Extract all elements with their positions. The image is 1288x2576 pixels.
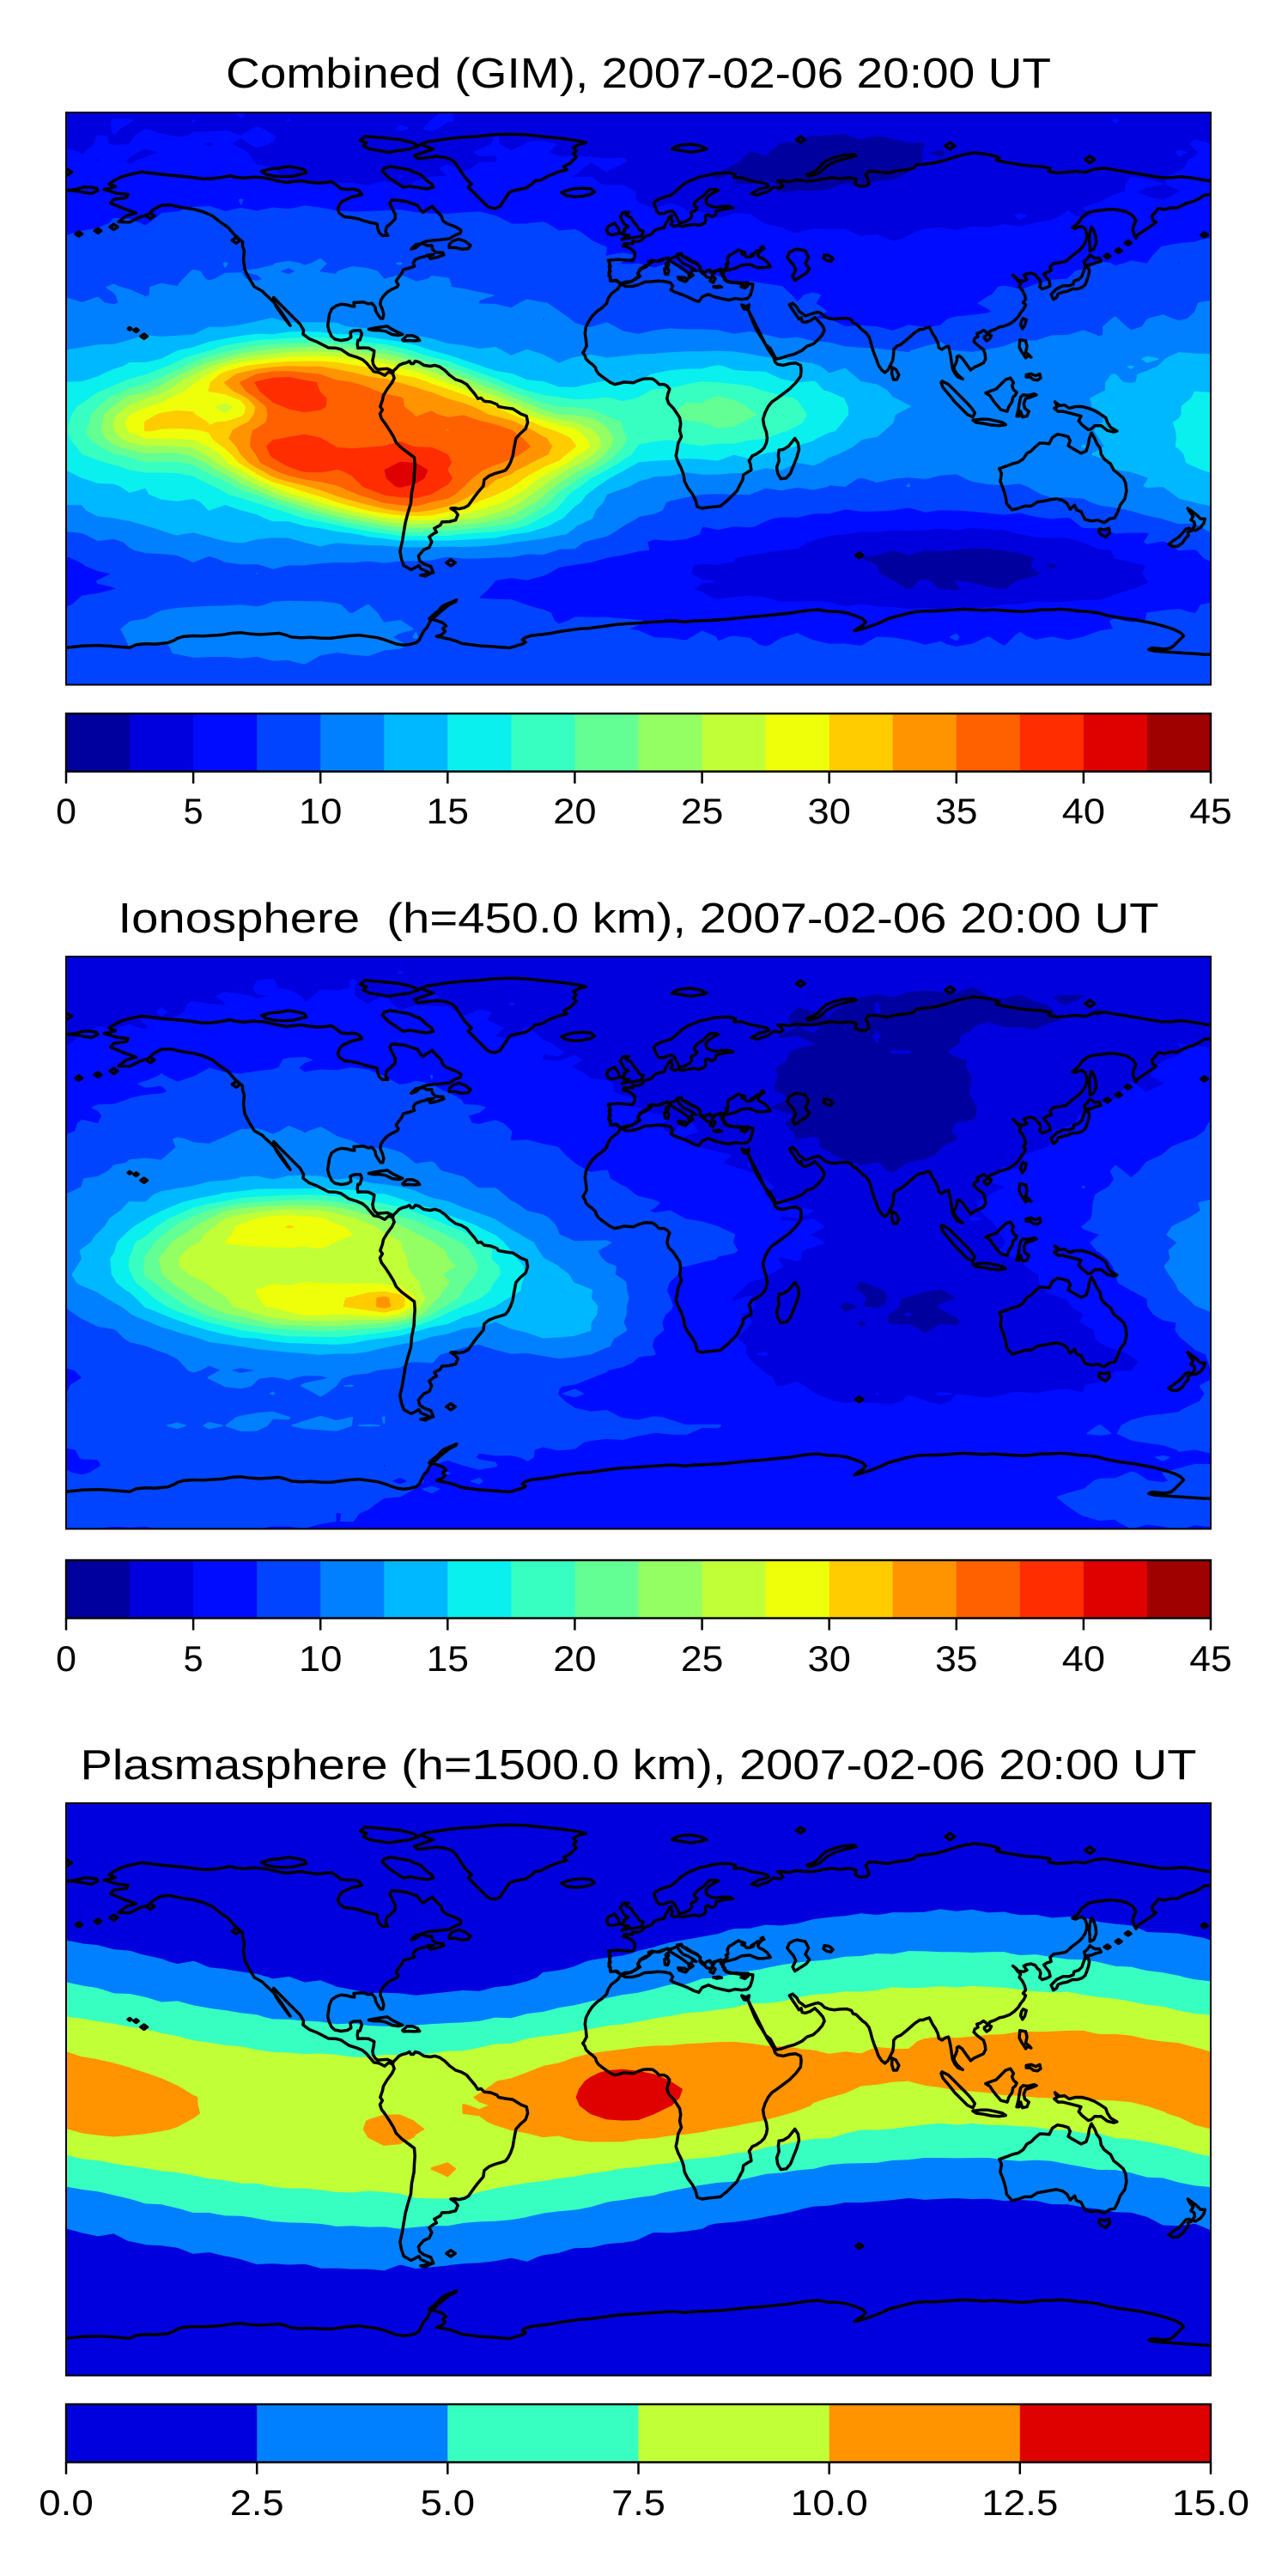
svg-text:45: 45 [1189, 1638, 1231, 1679]
svg-text:0: 0 [56, 1638, 76, 1679]
svg-text:25: 25 [681, 1638, 723, 1679]
svg-text:15: 15 [427, 1638, 469, 1679]
svg-text:30: 30 [808, 1638, 851, 1679]
svg-text:5.0: 5.0 [421, 2482, 476, 2523]
svg-text:40: 40 [1062, 1638, 1105, 1679]
svg-text:35: 35 [935, 791, 977, 831]
svg-text:10.0: 10.0 [791, 2482, 868, 2523]
svg-text:35: 35 [935, 1638, 977, 1679]
svg-text:5: 5 [184, 791, 204, 831]
svg-text:15.0: 15.0 [1172, 2482, 1249, 2523]
svg-text:Ionosphere (h=450.0 km), 2007: Ionosphere (h=450.0 km), 2007-02-06 20:0… [118, 895, 1159, 942]
svg-text:10: 10 [299, 1638, 342, 1679]
svg-text:45: 45 [1189, 791, 1231, 831]
svg-text:20: 20 [553, 1638, 596, 1679]
svg-text:Combined (GIM), 2007-02-06 20:: Combined (GIM), 2007-02-06 20:00 UT [226, 50, 1051, 97]
svg-text:10: 10 [299, 791, 342, 831]
svg-text:0.0: 0.0 [39, 2482, 94, 2523]
svg-text:Plasmasphere (h=1500.0 km), 20: Plasmasphere (h=1500.0 km), 2007-02-06 2… [81, 1741, 1197, 1789]
svg-text:12.5: 12.5 [981, 2482, 1058, 2523]
svg-text:2.5: 2.5 [230, 2482, 284, 2523]
svg-text:0: 0 [56, 791, 76, 831]
svg-text:7.5: 7.5 [611, 2482, 665, 2523]
svg-text:30: 30 [808, 791, 851, 831]
svg-text:5: 5 [184, 1638, 204, 1679]
svg-text:25: 25 [681, 791, 723, 831]
svg-text:40: 40 [1062, 791, 1105, 831]
svg-text:20: 20 [553, 791, 596, 831]
svg-text:15: 15 [427, 791, 469, 831]
